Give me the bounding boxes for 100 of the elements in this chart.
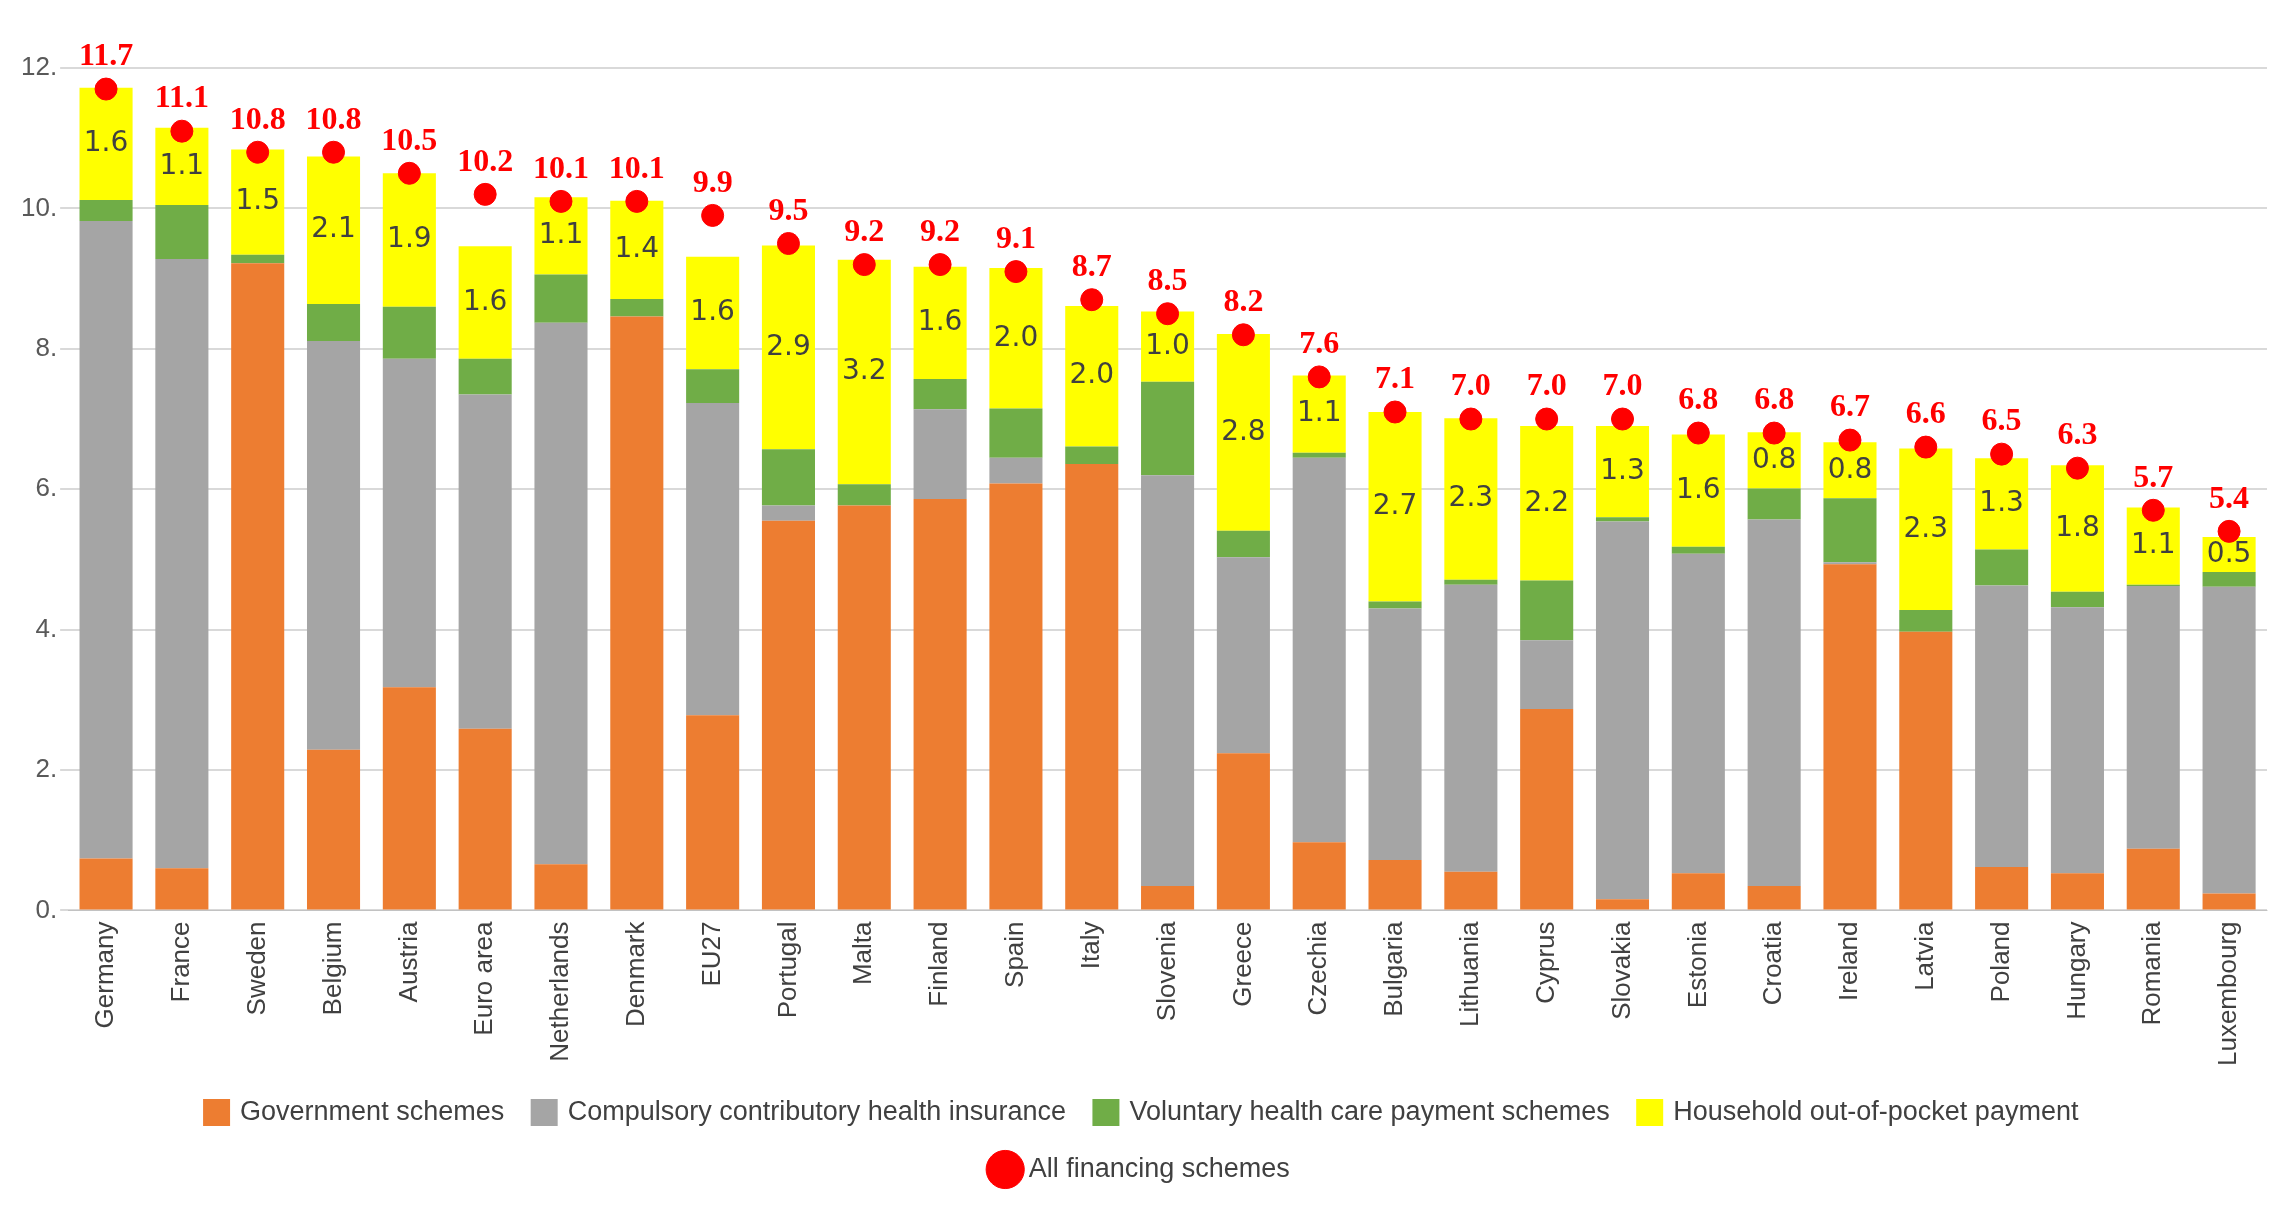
- data-label: 1.6: [83, 125, 129, 159]
- bar: [1899, 448, 1953, 610]
- bar: [2050, 873, 2104, 910]
- bar: [1595, 899, 1650, 910]
- bar: [1444, 579, 1498, 585]
- x-tick-label: Austria: [392, 920, 423, 1003]
- point: [2141, 498, 2165, 522]
- bar: [913, 409, 967, 500]
- bar: [2126, 848, 2180, 910]
- bar: [2050, 465, 2104, 592]
- bar: [837, 259, 891, 485]
- bar: [306, 303, 361, 342]
- data-label: 11.7: [78, 36, 134, 73]
- data-label: 6.8: [1678, 380, 1719, 417]
- point: [1611, 407, 1635, 431]
- bar: [382, 173, 436, 307]
- bar: [1292, 842, 1346, 910]
- bar: [1444, 871, 1498, 910]
- legend-label: Household out-of-pocket payment: [1673, 1095, 2079, 1126]
- bar: [1975, 585, 2029, 867]
- bar: [761, 505, 815, 521]
- bar: [79, 858, 133, 910]
- data-label: 5.4: [2209, 478, 2250, 515]
- point: [701, 203, 725, 227]
- legend-label: Compulsory contributory health insurance: [567, 1095, 1066, 1126]
- bar: [2202, 586, 2256, 894]
- bar: [1216, 530, 1270, 558]
- bar: [1141, 381, 1195, 476]
- bar: [913, 379, 967, 410]
- bar: [382, 687, 436, 910]
- data-label: 0.5: [2206, 535, 2252, 569]
- x-tick-label: Germany: [89, 921, 120, 1029]
- data-label: 2.2: [1524, 484, 1569, 518]
- point: [1535, 407, 1559, 431]
- point: [397, 161, 421, 185]
- data-label: 10.8: [229, 99, 286, 136]
- data-label: 5.7: [2133, 457, 2174, 494]
- bar: [1975, 458, 2029, 550]
- data-label: 1.6: [462, 283, 508, 317]
- point: [1914, 435, 1938, 459]
- bar: [1823, 564, 1877, 910]
- bar: [1823, 498, 1877, 563]
- data-label: 6.7: [1829, 387, 1870, 424]
- bar: [458, 358, 512, 395]
- data-label: 1.6: [690, 294, 735, 328]
- bar: [989, 408, 1043, 458]
- bar: [1292, 457, 1346, 843]
- data-label: 10.8: [305, 99, 362, 136]
- point: [852, 253, 876, 277]
- bar: [837, 484, 891, 506]
- x-tick-label: Sweden: [240, 921, 271, 1016]
- data-label: 10.2: [457, 141, 514, 178]
- point: [1762, 421, 1786, 445]
- data-label: 6.5: [1981, 401, 2022, 438]
- bar: [913, 266, 967, 380]
- bar: [1595, 517, 1650, 522]
- bar: [79, 87, 133, 200]
- bar: [458, 394, 512, 729]
- y-tick-label: 10.: [20, 191, 58, 222]
- bar: [2202, 893, 2256, 910]
- bar: [1823, 562, 1877, 565]
- x-tick-label: Estonia: [1681, 920, 1712, 1009]
- legend-label: Voluntary health care payment schemes: [1129, 1095, 1610, 1126]
- bar: [1065, 463, 1119, 910]
- bar: [155, 258, 209, 869]
- data-label: 1.0: [1145, 328, 1190, 361]
- x-tick-label: Denmark: [619, 920, 650, 1027]
- data-label: 2.3: [1903, 510, 1949, 544]
- bar: [1595, 426, 1650, 518]
- point: [1080, 288, 1104, 312]
- x-tick-label: Latvia: [1908, 920, 1939, 991]
- data-label: 2.1: [311, 211, 356, 245]
- bar: [913, 499, 967, 910]
- bar: [1216, 557, 1270, 754]
- bar: [231, 149, 285, 255]
- bar: [1899, 609, 1953, 632]
- x-tick-label: Cyprus: [1529, 921, 1560, 1004]
- bar: [306, 156, 361, 304]
- bar: [1671, 546, 1725, 554]
- bar: [1368, 859, 1422, 910]
- bar: [534, 864, 588, 910]
- bar: [1671, 873, 1725, 910]
- data-label: 7.1: [1375, 359, 1416, 396]
- y-tick-label: 2.: [35, 753, 58, 784]
- data-label: 1.3: [1600, 452, 1645, 486]
- data-label: 1.1: [1296, 395, 1342, 429]
- point: [170, 119, 194, 143]
- x-tick-label: Luxembourg: [2212, 921, 2243, 1067]
- data-label: 1.3: [1979, 485, 2024, 519]
- data-label: 1.1: [159, 147, 205, 181]
- x-tick-label: Netherlands: [544, 921, 575, 1062]
- data-label: 2.3: [1448, 480, 1494, 514]
- bar: [155, 204, 209, 259]
- bar: [306, 749, 361, 910]
- x-tick-label: Ireland: [1833, 921, 1864, 1001]
- point: [473, 182, 497, 206]
- bar: [1216, 753, 1270, 910]
- point: [1004, 260, 1028, 284]
- bar: [1444, 418, 1498, 580]
- bar: [2126, 586, 2180, 849]
